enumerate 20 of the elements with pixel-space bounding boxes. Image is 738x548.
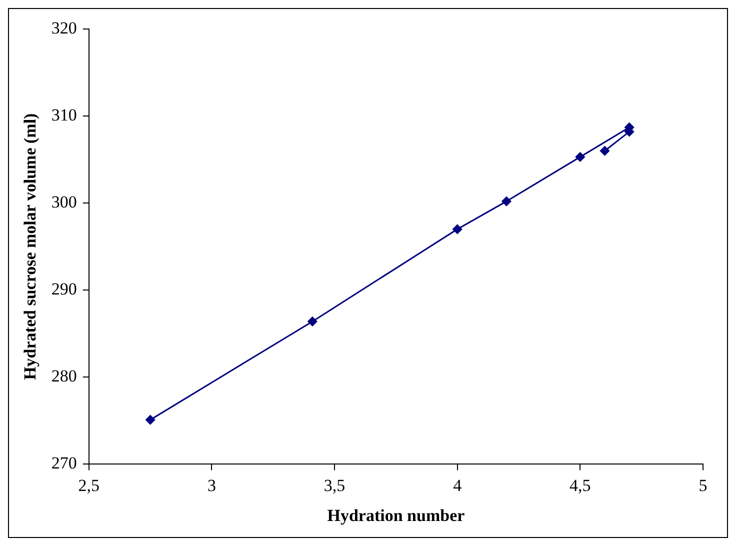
- x-tick-label: 4: [453, 476, 462, 495]
- x-tick-label: 4,5: [570, 476, 591, 495]
- y-axis-title: Hydrated sucrose molar volume (ml): [20, 113, 40, 380]
- y-tick-label: 290: [51, 280, 77, 299]
- point: [452, 224, 462, 234]
- point: [575, 152, 585, 162]
- point: [146, 415, 156, 425]
- x-tick-label: 5: [698, 476, 708, 495]
- y-tick-label: 300: [51, 192, 77, 212]
- x-tick-label: 2,5: [78, 476, 100, 495]
- y-tick-label: 280: [51, 366, 77, 386]
- x-tick-label: 3: [207, 476, 216, 495]
- point: [502, 196, 512, 206]
- y-tick-label: 320: [51, 18, 77, 38]
- y-tick-label: 310: [51, 106, 77, 125]
- point: [600, 146, 610, 156]
- x-tick-label: 3,5: [324, 476, 346, 495]
- y-tick-label: 270: [51, 454, 77, 473]
- point: [308, 316, 318, 326]
- x-axis-title: Hydration number: [327, 506, 466, 526]
